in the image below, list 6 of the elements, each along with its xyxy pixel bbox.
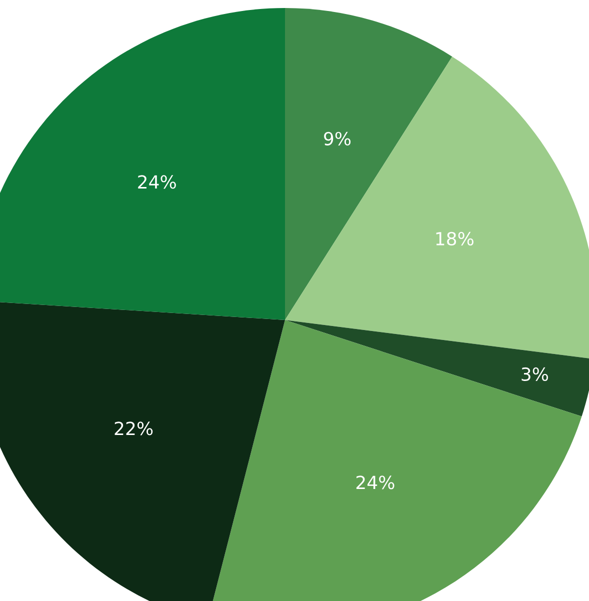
data-label: 22% [114, 422, 153, 436]
data-label: 9% [324, 132, 351, 146]
data-label: 24% [356, 476, 394, 490]
data-label: 24% [138, 175, 176, 189]
data-label: 18% [436, 232, 474, 246]
data-label: 3% [522, 367, 548, 382]
